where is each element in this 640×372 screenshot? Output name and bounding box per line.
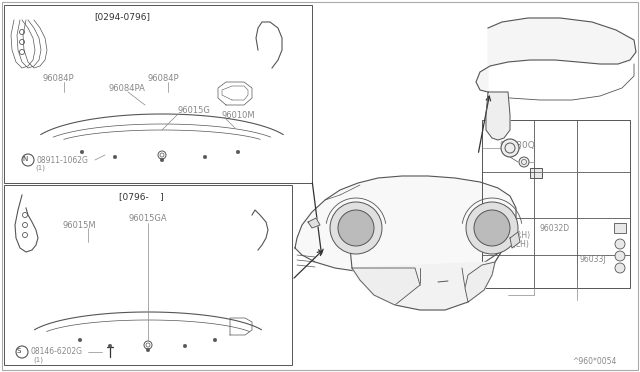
Text: (1): (1) [35,165,45,171]
Circle shape [78,338,82,342]
Polygon shape [476,18,636,92]
Circle shape [615,239,625,249]
Polygon shape [510,232,520,248]
Text: [0796-    ]: [0796- ] [119,192,164,202]
Text: 96084PA: 96084PA [108,83,145,93]
Text: 96032D: 96032D [540,224,570,232]
Circle shape [80,150,84,154]
Text: 96033J: 96033J [580,256,607,264]
Circle shape [338,210,374,246]
Circle shape [474,210,510,246]
Bar [530,168,542,178]
Circle shape [108,344,112,348]
Circle shape [183,344,187,348]
Circle shape [213,338,217,342]
Text: 96030Q: 96030Q [499,141,535,150]
Text: 96015GA: 96015GA [128,214,166,222]
Circle shape [204,155,207,159]
Circle shape [519,157,529,167]
Text: 96010M: 96010M [222,110,255,119]
Circle shape [615,251,625,261]
Text: 96084P: 96084P [148,74,180,83]
Circle shape [501,139,519,157]
Polygon shape [295,176,516,274]
Polygon shape [352,262,495,310]
Bar [614,223,626,233]
Circle shape [236,150,240,154]
Text: [0294-0796]: [0294-0796] [94,13,150,22]
Text: ^960*0054: ^960*0054 [572,357,616,366]
Polygon shape [465,262,495,302]
Bar [4,185,292,365]
Polygon shape [486,92,510,140]
Text: 96051P(LH): 96051P(LH) [485,241,530,250]
Circle shape [330,202,382,254]
Circle shape [160,158,164,162]
Text: (1): (1) [33,357,43,363]
Polygon shape [352,268,420,305]
Text: N: N [22,156,28,162]
Circle shape [615,263,625,273]
Text: 96050P(RH): 96050P(RH) [485,231,531,240]
Polygon shape [308,218,320,228]
Text: 08146-6202G: 08146-6202G [30,347,82,356]
Text: 96015G: 96015G [178,106,211,115]
Circle shape [466,202,518,254]
Text: 08911-1062G: 08911-1062G [36,155,88,164]
Text: 96015M: 96015M [62,221,95,230]
Text: 96084P: 96084P [42,74,74,83]
Bar [482,120,630,288]
Bar [4,5,312,183]
Circle shape [113,155,117,159]
Circle shape [146,348,150,352]
Text: S: S [17,348,21,354]
